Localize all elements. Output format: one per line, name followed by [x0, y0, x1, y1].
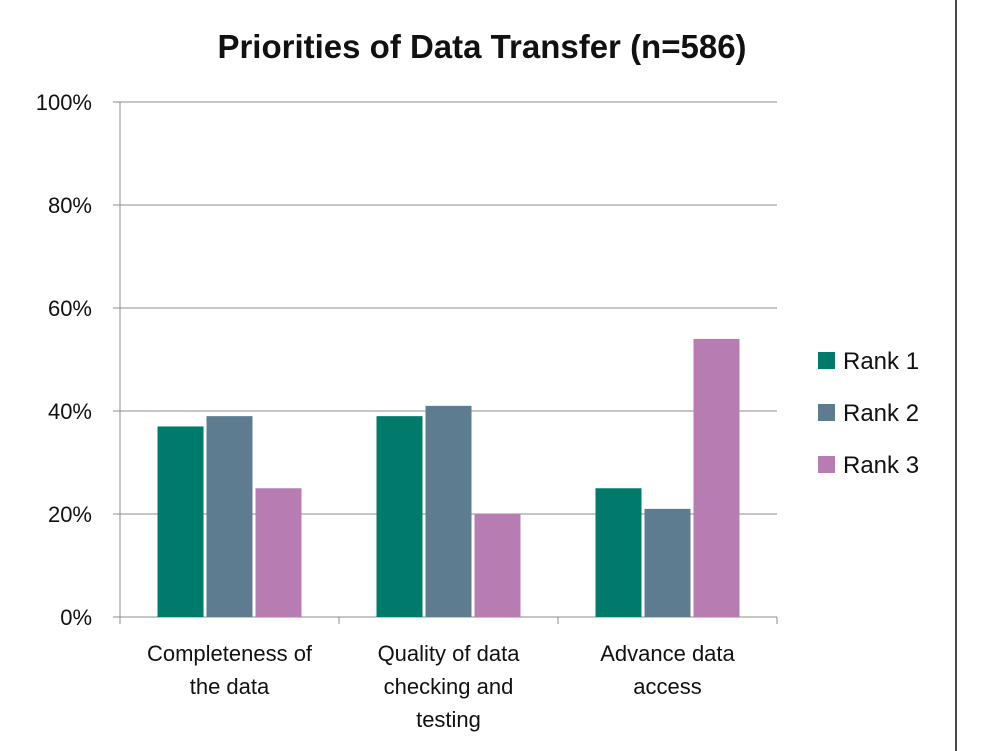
y-tick-label: 0%: [60, 605, 92, 630]
legend-label: Rank 2: [843, 400, 919, 427]
bar: [255, 488, 302, 617]
legend-swatch: [818, 352, 835, 369]
bar: [693, 338, 740, 617]
bar: [595, 488, 642, 617]
legend-label: Rank 1: [843, 348, 919, 375]
legend-swatch: [818, 456, 835, 473]
x-category-label: testing: [416, 707, 481, 732]
bar: [376, 416, 423, 617]
x-category-label: checking and: [384, 674, 514, 699]
y-tick-label: 100%: [36, 90, 92, 115]
legend-swatch: [818, 404, 835, 421]
y-tick-label: 60%: [48, 296, 92, 321]
x-category-label: Completeness of: [147, 641, 313, 666]
chart-frame: [955, 0, 957, 751]
axis-labels: 0% 20% 40% 60% 80% 100% Completeness of the dat…: [36, 90, 736, 732]
y-tick-label: 40%: [48, 399, 92, 424]
x-category-label: the data: [190, 674, 270, 699]
chart-title: Priorities of Data Transfer (n=586): [217, 28, 746, 65]
legend-label: Rank 3: [843, 452, 919, 479]
legend: Rank 1 Rank 2 Rank 3: [818, 348, 919, 479]
bars: [157, 338, 740, 617]
x-category-label: Advance data: [600, 641, 735, 666]
bar: [644, 508, 691, 617]
x-category-label: access: [633, 674, 701, 699]
bar: [425, 405, 472, 617]
bar: [157, 426, 204, 617]
bar: [206, 416, 253, 617]
x-category-label: Quality of data: [378, 641, 521, 666]
bar: [474, 514, 521, 617]
y-tick-label: 80%: [48, 193, 92, 218]
y-tick-label: 20%: [48, 502, 92, 527]
